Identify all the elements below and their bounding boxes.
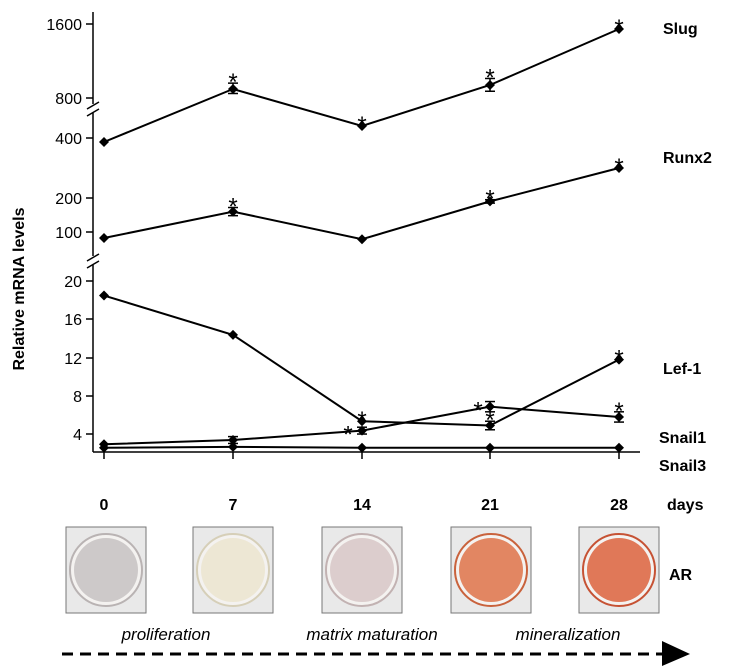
data-point-marker [614, 411, 624, 422]
data-point-marker [485, 196, 495, 207]
data-point-marker [228, 84, 238, 94]
axis-break-mark-lower-2 [86, 260, 100, 269]
series-label-lef-1: Lef-1 [663, 361, 701, 378]
data-point-marker [485, 442, 495, 453]
significance-marker: * [357, 407, 366, 434]
series-line [103, 294, 620, 427]
y-tick-label: 100 [55, 225, 82, 242]
stain-well-day-7 [192, 526, 274, 614]
well-stain [74, 538, 138, 602]
data-point-marker [357, 234, 367, 245]
y-tick-label: 4 [73, 427, 82, 444]
data-point-marker [228, 435, 238, 446]
x-axis-label: days [667, 497, 704, 514]
data-point-marker [357, 121, 367, 131]
significance-marker: * [485, 186, 494, 213]
data-point-marker [99, 137, 109, 147]
series-line [103, 167, 620, 241]
stage-proliferation: proliferation [121, 625, 211, 644]
data-point-marker [357, 416, 367, 427]
significance-marker: * [473, 398, 482, 425]
x-tick-label: 7 [229, 497, 238, 514]
well-stain [459, 538, 523, 602]
axis-break-mark-upper [86, 101, 100, 110]
y-tick-label: 20 [64, 274, 82, 291]
stain-well-day-0 [65, 526, 147, 614]
data-point-marker [228, 441, 238, 452]
x-tick-label: 0 [100, 497, 109, 514]
series-slug: * * * * Slug [99, 15, 698, 147]
significance-marker: * [357, 112, 366, 139]
series-label-slug: Slug [663, 21, 698, 38]
stage-mineralization: mineralization [516, 625, 621, 644]
significance-marker: * [228, 194, 237, 221]
data-point-marker [485, 401, 495, 412]
stain-label: AR [669, 567, 693, 584]
y-tick-label: 8 [73, 389, 82, 406]
significance-marker: * [485, 407, 494, 434]
data-point-marker [614, 24, 624, 34]
significance-marker: * [228, 69, 237, 96]
data-point-marker [99, 290, 109, 301]
timeline-arrowhead-icon [662, 641, 690, 666]
data-point-marker [485, 80, 495, 90]
y-tick-label: 400 [55, 131, 82, 148]
stage-matrix-maturation: matrix maturation [306, 625, 437, 644]
axis-break-mark-upper-2 [86, 108, 100, 117]
well-stain [587, 538, 651, 602]
data-point-marker [228, 206, 238, 217]
data-point-marker [614, 163, 624, 173]
significance-marker: * [343, 422, 352, 449]
data-point-marker [99, 442, 109, 453]
series-snail3: Snail3 [99, 441, 706, 475]
data-point-marker [485, 420, 495, 431]
significance-marker: * [614, 15, 623, 42]
well-stain [201, 538, 265, 602]
series-label-runx2: Runx2 [663, 150, 712, 167]
significance-marker: * [614, 398, 623, 425]
x-tick-label: 14 [353, 497, 371, 514]
series-label-snail1: Snail1 [659, 430, 706, 447]
series-label-snail3: Snail3 [659, 458, 706, 475]
data-point-marker [614, 354, 624, 365]
y-axis-label: Relative mRNA levels [11, 207, 28, 370]
well-stain [330, 538, 394, 602]
data-point-marker [357, 442, 367, 453]
series-snail1: ** *Snail1 [99, 398, 706, 450]
significance-marker: * [614, 346, 623, 373]
stain-well-day-28 [578, 526, 660, 614]
data-point-marker [228, 329, 238, 340]
series-runx2: * * * Runx2 [99, 150, 712, 245]
series-lef-1: * ** Lef-1 [99, 290, 701, 434]
stain-well-day-14 [321, 526, 403, 614]
stain-well-day-21 [450, 526, 532, 614]
significance-marker: * [614, 154, 623, 181]
y-tick-label: 800 [55, 91, 82, 108]
alizarin-red-wells [65, 526, 660, 614]
data-point-marker [357, 425, 367, 436]
x-tick-label: 28 [610, 497, 628, 514]
data-point-marker [614, 442, 624, 453]
y-tick-label: 1600 [46, 17, 82, 34]
x-tick-label: 21 [481, 497, 499, 514]
y-tick-label: 16 [64, 312, 82, 329]
axis-break-mark-lower [86, 253, 100, 262]
significance-marker: * [485, 64, 494, 91]
y-tick-label: 12 [64, 351, 82, 368]
data-point-marker [99, 233, 109, 243]
y-tick-label: 200 [55, 191, 82, 208]
